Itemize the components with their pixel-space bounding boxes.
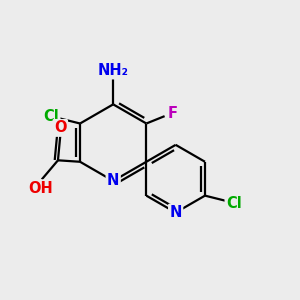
Text: N: N (107, 173, 119, 188)
Text: OH: OH (28, 181, 53, 196)
Text: NH₂: NH₂ (98, 63, 129, 78)
Text: O: O (54, 120, 67, 135)
Text: F: F (167, 106, 177, 121)
Text: Cl: Cl (43, 109, 59, 124)
Text: Cl: Cl (226, 196, 242, 211)
Text: N: N (169, 205, 182, 220)
